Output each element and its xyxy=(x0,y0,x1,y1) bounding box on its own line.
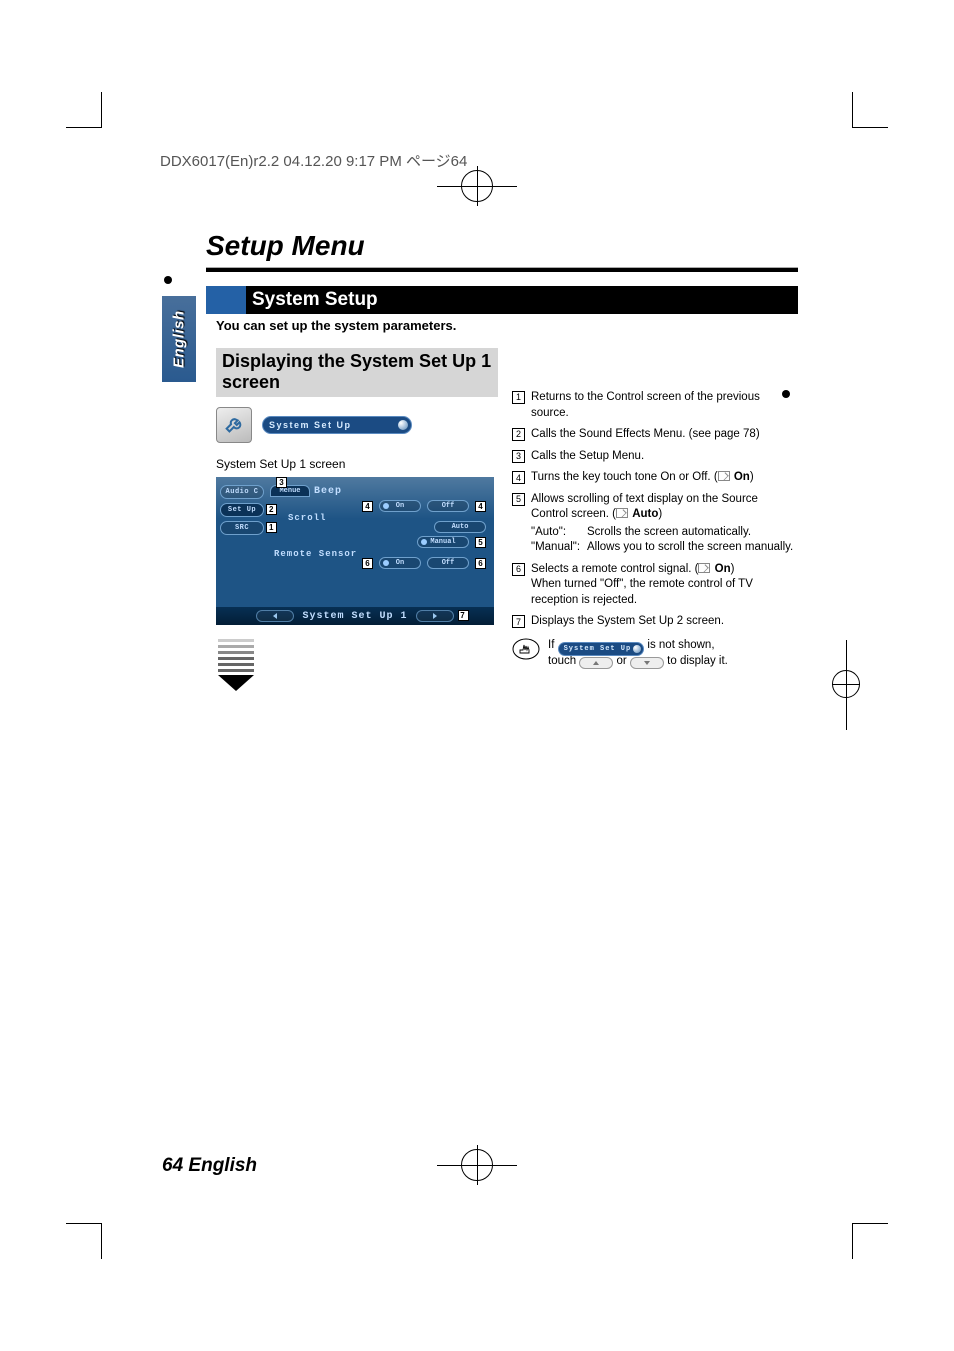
default-icon xyxy=(616,508,628,518)
callout-6: 6 xyxy=(362,558,373,569)
prev-page-btn[interactable] xyxy=(256,610,294,622)
language-tab: English xyxy=(162,296,196,382)
page-title: Setup Menu xyxy=(206,230,365,262)
tab-audio[interactable]: Audio C xyxy=(220,485,264,499)
section-heading: System Setup xyxy=(206,286,798,314)
callout-4b: 4 xyxy=(475,501,486,512)
registration-dot xyxy=(164,276,172,284)
callout-2: 2 xyxy=(266,504,277,515)
title-rule xyxy=(206,267,798,272)
subsection-heading: Displaying the System Set Up 1 screen xyxy=(216,348,498,397)
scroll-down-btn[interactable] xyxy=(630,657,664,669)
callout-7: 7 xyxy=(458,610,469,621)
default-icon xyxy=(718,471,730,481)
num-3: 3 xyxy=(512,450,525,463)
scroll-manual-btn[interactable]: Manual xyxy=(417,536,469,548)
hand-note-icon xyxy=(512,638,540,660)
num-4: 4 xyxy=(512,471,525,484)
crop-mark xyxy=(66,1223,102,1259)
beep-on-btn[interactable]: On xyxy=(379,500,421,512)
section-subtitle: You can set up the system parameters. xyxy=(216,318,456,333)
row-beep-label: Beep xyxy=(314,486,342,497)
registration-mark xyxy=(832,640,860,730)
remote-on-btn[interactable]: On xyxy=(379,557,421,569)
scroll-auto-btn[interactable]: Auto xyxy=(434,521,486,533)
tab-src[interactable]: SRC 1 xyxy=(220,521,264,535)
num-7: 7 xyxy=(512,615,525,628)
callout-5: 5 xyxy=(475,537,486,548)
system-setup-screen: Audio C Set Up 2 SRC 1 3 Menue Beep 4 On… xyxy=(216,477,494,625)
num-6: 6 xyxy=(512,563,525,576)
crop-mark xyxy=(852,1223,888,1259)
desc-7: Displays the System Set Up 2 screen. xyxy=(531,614,798,630)
num-2: 2 xyxy=(512,428,525,441)
desc-4: Turns the key touch tone On or Off. ( On… xyxy=(531,470,798,486)
desc-1: Returns to the Control screen of the pre… xyxy=(531,390,798,421)
scroll-up-btn[interactable] xyxy=(579,657,613,669)
callout-3: 3 xyxy=(276,477,287,488)
desc-5: Allows scrolling of text display on the … xyxy=(531,492,798,556)
tab-setup[interactable]: Set Up 2 xyxy=(220,503,264,517)
crop-mark xyxy=(852,92,888,128)
callout-4: 4 xyxy=(362,501,373,512)
remote-off-btn[interactable]: Off xyxy=(427,557,469,569)
page-footer: 64 English xyxy=(162,1155,257,1177)
callout-6b: 6 xyxy=(475,558,486,569)
description-list: 1 Returns to the Control screen of the p… xyxy=(512,390,798,630)
num-1: 1 xyxy=(512,391,525,404)
callout-1: 1 xyxy=(266,522,277,533)
registration-mark xyxy=(437,1145,517,1185)
registration-mark xyxy=(437,166,517,206)
system-setup-pill: System Set Up xyxy=(262,416,412,434)
desc-6: Selects a remote control signal. ( On) W… xyxy=(531,562,798,609)
down-arrow-icon xyxy=(218,639,254,691)
default-icon xyxy=(698,563,710,573)
desc-3: Calls the Setup Menu. xyxy=(531,449,798,465)
beep-off-btn[interactable]: Off xyxy=(427,500,469,512)
screen-footer-title: System Set Up 1 xyxy=(302,611,407,622)
next-page-btn[interactable]: 7 xyxy=(416,610,454,622)
num-5: 5 xyxy=(512,493,525,506)
crop-mark xyxy=(66,92,102,128)
note-pill: System Set Up xyxy=(558,642,645,656)
screen-caption: System Set Up 1 screen xyxy=(216,457,498,471)
wrench-icon xyxy=(216,407,252,443)
print-meta: DDX6017(En)r2.2 04.12.20 9:17 PM ページ64 xyxy=(160,150,467,171)
note: If System Set Up is not shown, touch or … xyxy=(512,638,798,670)
desc-2: Calls the Sound Effects Menu. (see page … xyxy=(531,427,798,443)
